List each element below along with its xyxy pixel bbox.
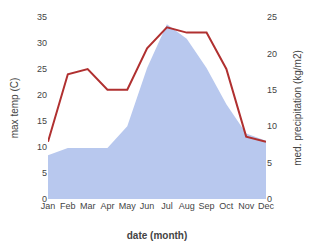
svg-text:Apr: Apr: [100, 201, 114, 211]
svg-text:20: 20: [267, 49, 277, 59]
svg-text:15: 15: [37, 116, 47, 126]
svg-text:10: 10: [37, 142, 47, 152]
svg-text:5: 5: [267, 158, 272, 168]
svg-text:Jun: Jun: [140, 201, 155, 211]
svg-text:May: May: [119, 201, 137, 211]
svg-text:25: 25: [37, 64, 47, 74]
svg-text:5: 5: [42, 168, 47, 178]
svg-text:20: 20: [37, 90, 47, 100]
svg-text:15: 15: [267, 85, 277, 95]
svg-text:Mar: Mar: [80, 201, 96, 211]
svg-text:0: 0: [267, 194, 272, 204]
svg-text:Feb: Feb: [60, 201, 76, 211]
svg-text:Dec: Dec: [258, 201, 275, 211]
svg-text:Sep: Sep: [199, 201, 215, 211]
svg-text:10: 10: [267, 121, 277, 131]
svg-text:Jan: Jan: [41, 201, 56, 211]
svg-text:max temp (C): max temp (C): [9, 78, 20, 139]
svg-text:date (month): date (month): [127, 230, 188, 241]
svg-text:35: 35: [37, 12, 47, 22]
svg-text:Nov: Nov: [238, 201, 255, 211]
svg-text:med. precipitation (kg/m2): med. precipitation (kg/m2): [292, 50, 303, 166]
svg-text:Jul: Jul: [161, 201, 173, 211]
svg-text:Aug: Aug: [179, 201, 195, 211]
svg-text:30: 30: [37, 38, 47, 48]
svg-text:0: 0: [42, 194, 47, 204]
svg-text:25: 25: [267, 12, 277, 22]
svg-text:Oct: Oct: [219, 201, 234, 211]
